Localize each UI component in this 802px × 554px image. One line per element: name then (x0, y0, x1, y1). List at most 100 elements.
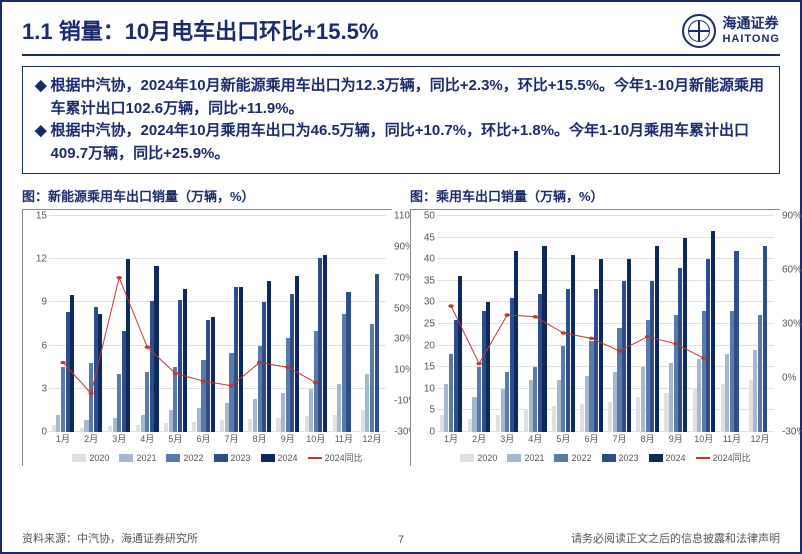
bar (318, 258, 322, 432)
footer-disclaimer: 请务必阅读正文之后的信息披露和法律声明 (571, 530, 780, 546)
summary-text-1: 根据中汽协，2024年10月新能源乘用车出口为12.3万辆，同比+2.3%，环比… (51, 75, 767, 120)
diamond-icon: ◆ (35, 75, 47, 120)
bar (636, 397, 640, 432)
summary-bullet-2: ◆ 根据中汽协，2024年10月乘用车出口为46.5万辆，同比+10.7%，环比… (35, 120, 767, 165)
legend-item: 2021 (507, 451, 544, 464)
bar (126, 259, 130, 432)
legend-item: 2024 (649, 451, 686, 464)
bar (305, 416, 309, 432)
legend-item: 2021 (119, 451, 156, 464)
bar (375, 274, 379, 432)
summary-box: ◆ 根据中汽协，2024年10月新能源乘用车出口为12.3万辆，同比+2.3%，… (22, 66, 780, 174)
bar (56, 415, 60, 432)
bar (613, 372, 617, 432)
bar (201, 360, 205, 432)
bar (361, 410, 365, 432)
bar (52, 425, 56, 432)
bar (472, 397, 476, 432)
bar (758, 315, 762, 432)
summary-bullet-1: ◆ 根据中汽协，2024年10月新能源乘用车出口为12.3万辆，同比+2.3%，… (35, 75, 767, 120)
bar (678, 268, 682, 432)
bar (192, 422, 196, 432)
bar (197, 408, 201, 432)
chart-left: 03691215-30%-10%10%30%50%70%90%110%1月2月3… (22, 209, 392, 466)
bar (477, 367, 481, 432)
bar (98, 314, 102, 432)
legend-item: 2020 (460, 451, 497, 464)
logo-icon (682, 14, 716, 48)
legend-item: 2024 (261, 451, 298, 464)
bar (538, 294, 542, 432)
bar (585, 376, 589, 432)
legend-item: 2022 (166, 451, 203, 464)
bar (599, 259, 603, 432)
bar (702, 311, 706, 432)
bar (449, 354, 453, 432)
bar (94, 307, 98, 432)
legend-item: 2024同比 (696, 451, 751, 464)
bar (66, 312, 70, 432)
bar (253, 399, 257, 432)
bar (84, 420, 88, 432)
bar (486, 302, 490, 432)
bar (314, 331, 318, 432)
bar (183, 289, 187, 432)
bar (711, 231, 715, 432)
diamond-icon: ◆ (35, 120, 47, 165)
bar (267, 281, 271, 432)
bar (286, 338, 290, 432)
bar (309, 389, 313, 432)
bar (580, 404, 584, 432)
bar (524, 410, 528, 432)
bar (440, 415, 444, 432)
bar (136, 425, 140, 432)
bar (225, 403, 229, 432)
bar (542, 246, 546, 432)
bar (141, 415, 145, 432)
bar (627, 259, 631, 432)
bar (557, 380, 561, 432)
bar (333, 415, 337, 432)
bar (683, 238, 687, 432)
chart-right-col: 图：乘用车出口销量（万辆，%） 05101520253035404550-30%… (410, 186, 780, 466)
bar (229, 353, 233, 432)
bar (89, 363, 93, 432)
bar (622, 281, 626, 432)
bar (734, 251, 738, 432)
bar (169, 410, 173, 432)
summary-text-2: 根据中汽协，2024年10月乘用车出口为46.5万辆，同比+10.7%，环比+1… (51, 120, 767, 165)
bar (721, 384, 725, 432)
bar (154, 266, 158, 432)
bar (346, 292, 350, 432)
bar (454, 320, 458, 432)
bar (510, 298, 514, 432)
chart-left-col: 图：新能源乘用车出口销量（万辆，%） 03691215-30%-10%10%30… (22, 186, 392, 466)
bar (173, 367, 177, 432)
bar (220, 420, 224, 432)
bar (501, 389, 505, 432)
page-number: 7 (398, 534, 404, 546)
bar (646, 320, 650, 432)
slide-title: 1.1 销量：10月电车出口环比+15.5% (22, 14, 378, 46)
footer-source: 资料来源：中汽协，海通证券研究所 (22, 530, 198, 546)
bar (178, 300, 182, 432)
bar (150, 301, 154, 432)
bar (641, 367, 645, 432)
bar (276, 418, 280, 432)
bar (674, 315, 678, 432)
bar (655, 246, 659, 432)
bar (561, 346, 565, 432)
bar (763, 246, 767, 432)
brand-logo: 海通证券 HAITONG (682, 14, 780, 48)
bar (262, 302, 266, 432)
bar (61, 367, 65, 432)
bar (239, 287, 243, 432)
bar (608, 402, 612, 432)
bar (145, 372, 149, 432)
bar (650, 281, 654, 432)
bar (730, 311, 734, 432)
legend-item: 2023 (602, 451, 639, 464)
charts-row: 图：新能源乘用车出口销量（万辆，%） 03691215-30%-10%10%30… (22, 186, 780, 466)
logo-text-cn: 海通证券 (722, 17, 780, 32)
bar (533, 367, 537, 432)
